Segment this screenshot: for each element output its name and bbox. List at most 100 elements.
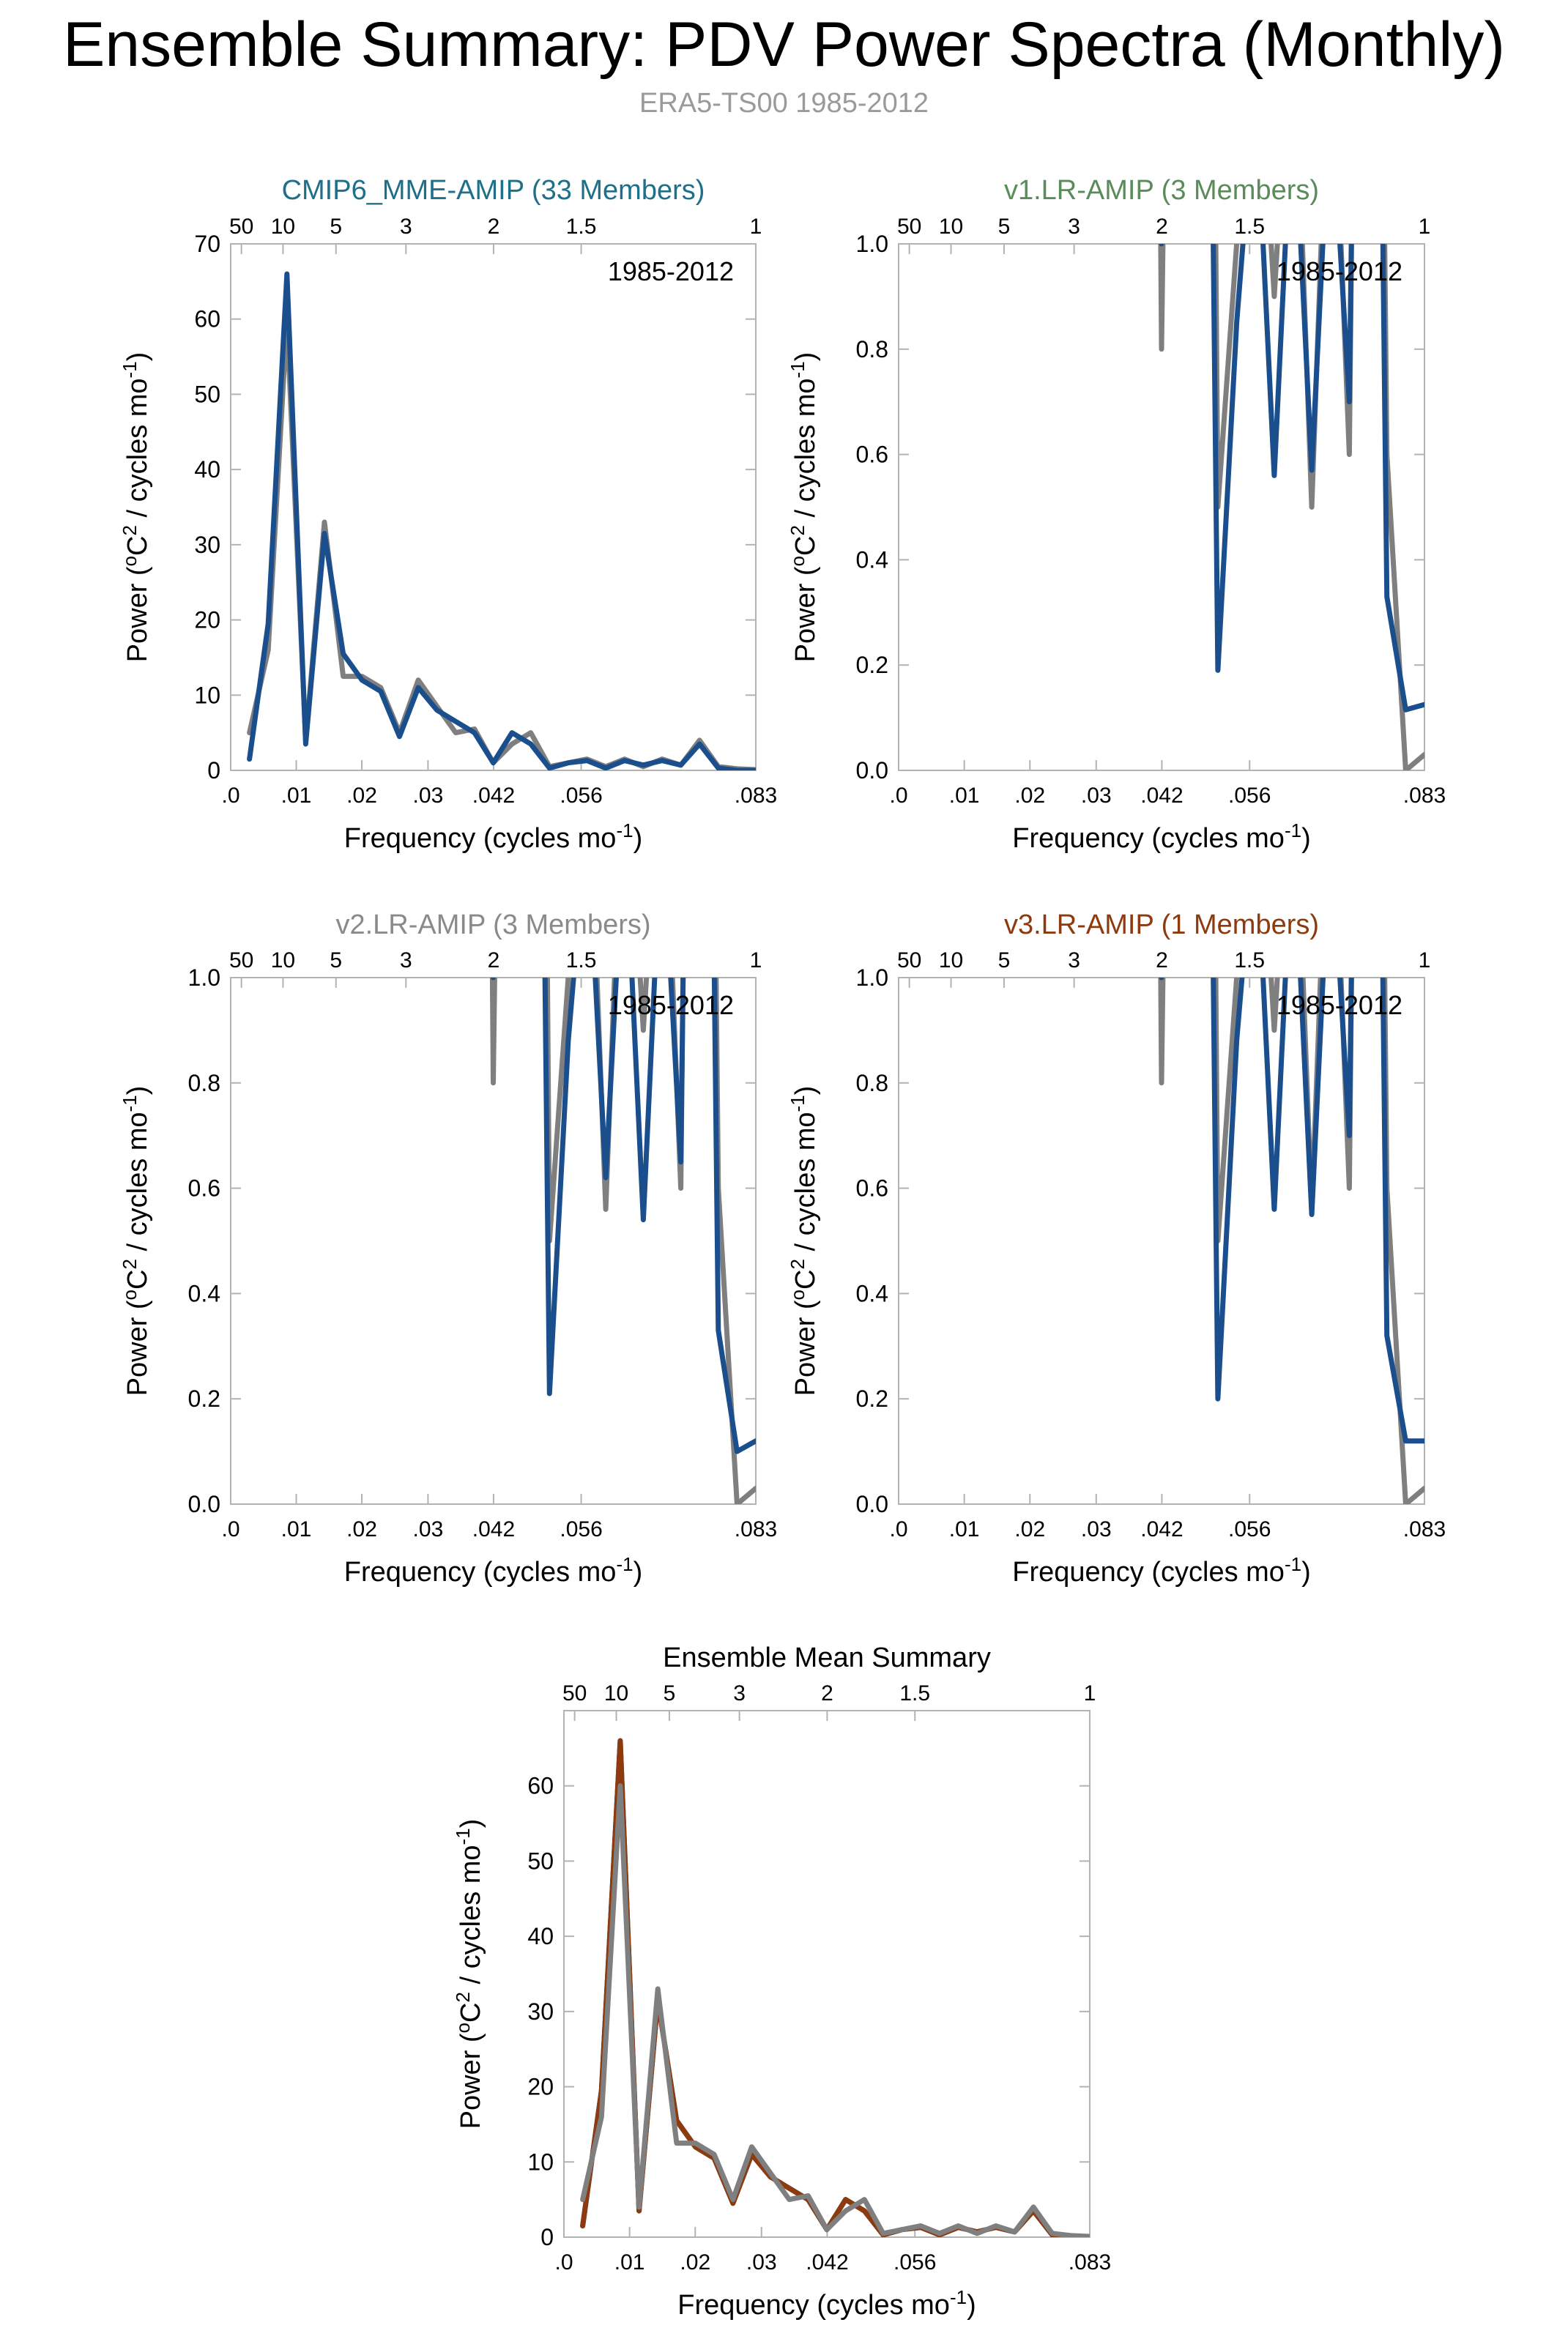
x-tick-label: .0 [889, 784, 907, 808]
top-tick-label: 50 [897, 948, 921, 972]
x-tick-label: .01 [949, 784, 980, 808]
y-tick-label: 30 [194, 532, 220, 558]
top-tick-label: 5 [330, 948, 342, 972]
y-tick-label: 20 [527, 2074, 554, 2100]
top-tick-label: 1.5 [566, 948, 597, 972]
y-tick-label: 0.0 [188, 1491, 220, 1517]
x-axis-label: Frequency (cycles mo-1) [677, 2286, 976, 2321]
y-tick-label: 0 [540, 2224, 554, 2250]
series-line-model [490, 978, 756, 1454]
x-axis-label: Frequency (cycles mo-1) [1012, 1553, 1310, 1588]
y-tick-label: 30 [527, 1998, 554, 2025]
y-tick-label: 0.4 [856, 1280, 888, 1306]
x-tick-label: .083 [735, 784, 777, 808]
top-tick-label: 5 [330, 215, 342, 239]
x-tick-label: .083 [1069, 2250, 1111, 2275]
y-tick-label: 0.2 [856, 1385, 888, 1412]
panel-title: CMIP6_MME-AMIP (33 Members) [282, 175, 705, 206]
x-tick-label: .056 [560, 1517, 602, 1541]
y-tick-label: 40 [194, 456, 220, 483]
y-axis-label: Power (oC2 / cycles mo-1) [787, 352, 821, 663]
top-tick-label: 1.5 [899, 1681, 930, 1706]
y-tick-label: 0.6 [856, 1175, 888, 1202]
panel-title: v2.LR-AMIP (3 Members) [335, 910, 650, 940]
top-tick-label: 3 [1068, 215, 1080, 239]
top-tick-label: 50 [229, 215, 253, 239]
top-tick-label: 3 [733, 1681, 746, 1706]
y-tick-label: 60 [527, 1773, 554, 1799]
x-tick-label: .01 [281, 784, 312, 808]
chart-panel-4: v3.LR-AMIP (1 Members)0.00.20.40.60.81.0… [787, 910, 1446, 1588]
y-tick-label: 0.6 [856, 442, 888, 468]
x-tick-label: .02 [680, 2250, 710, 2275]
series-line-model [247, 271, 756, 770]
y-tick-label: 50 [194, 381, 220, 407]
y-tick-label: 0.0 [856, 757, 888, 784]
y-tick-label: 1.0 [856, 231, 888, 257]
y-tick-label: 0.8 [856, 1070, 888, 1096]
top-tick-label: 10 [939, 948, 963, 972]
x-tick-label: .03 [1081, 1517, 1112, 1541]
panel-title: v3.LR-AMIP (1 Members) [1004, 910, 1319, 940]
y-tick-label: 0.6 [188, 1175, 220, 1202]
top-tick-label: 1 [1084, 1681, 1096, 1706]
series-group [580, 1738, 1090, 2237]
top-tick-label: 3 [400, 948, 412, 972]
x-tick-label: .02 [346, 784, 377, 808]
x-tick-label: .03 [413, 784, 444, 808]
panel-title: Ensemble Mean Summary [663, 1643, 991, 1673]
top-tick-label: 1 [1419, 215, 1431, 239]
y-tick-label: 1.0 [188, 964, 220, 991]
top-tick-label: 1.5 [1234, 948, 1265, 972]
x-tick-label: .03 [413, 1517, 444, 1541]
y-tick-label: 40 [527, 1923, 554, 1949]
figure-title: Ensemble Summary: PDV Power Spectra (Mon… [62, 10, 1506, 80]
y-tick-label: 10 [527, 2149, 554, 2175]
x-tick-label: .056 [1228, 1517, 1271, 1541]
top-tick-label: 1.5 [566, 215, 597, 239]
top-tick-label: 2 [488, 215, 500, 239]
y-tick-label: 0.0 [856, 1491, 888, 1517]
y-tick-label: 70 [194, 231, 220, 257]
x-tick-label: .01 [614, 2250, 645, 2275]
period-annotation: 1985-2012 [608, 990, 734, 1020]
y-tick-label: 0.4 [856, 546, 888, 573]
series-line-model [1159, 978, 1424, 1444]
x-axis-label: Frequency (cycles mo-1) [344, 1553, 642, 1588]
top-tick-label: 3 [400, 215, 412, 239]
x-tick-label: .042 [1140, 1517, 1183, 1541]
period-annotation: 1985-2012 [608, 256, 734, 286]
x-tick-label: .01 [949, 1517, 980, 1541]
y-tick-label: 0.8 [188, 1070, 220, 1096]
y-axis-label: Power (oC2 / cycles mo-1) [119, 352, 153, 663]
x-tick-label: .042 [472, 1517, 515, 1541]
top-tick-label: 5 [998, 215, 1011, 239]
x-tick-label: .056 [560, 784, 602, 808]
x-tick-label: .02 [346, 1517, 377, 1541]
top-tick-label: 1.5 [1234, 215, 1265, 239]
series-group [1158, 978, 1424, 1504]
series-line-era5-ts00 [580, 1783, 1090, 2237]
series-group [489, 978, 756, 1504]
period-annotation: 1985-2012 [1277, 256, 1402, 286]
x-tick-label: .03 [1081, 784, 1112, 808]
x-tick-label: .056 [1228, 784, 1271, 808]
y-tick-label: 0.8 [856, 336, 888, 362]
x-tick-label: .03 [746, 2250, 777, 2275]
x-tick-label: .083 [1403, 1517, 1446, 1541]
x-tick-label: .0 [221, 1517, 239, 1541]
x-tick-label: .042 [806, 2250, 848, 2275]
y-tick-label: 0.2 [856, 652, 888, 678]
top-tick-label: 2 [1156, 215, 1168, 239]
series-group [247, 271, 756, 770]
top-tick-label: 10 [271, 215, 295, 239]
y-tick-label: 20 [194, 607, 220, 633]
top-tick-label: 5 [664, 1681, 676, 1706]
x-tick-label: .0 [889, 1517, 907, 1541]
series-line-model [1159, 244, 1424, 713]
x-axis-label: Frequency (cycles mo-1) [1012, 819, 1310, 854]
x-tick-label: .083 [735, 1517, 777, 1541]
y-tick-label: 60 [194, 306, 220, 332]
series-line-era5-ts00 [1158, 978, 1424, 1504]
y-axis-label: Power (oC2 / cycles mo-1) [119, 1086, 153, 1396]
